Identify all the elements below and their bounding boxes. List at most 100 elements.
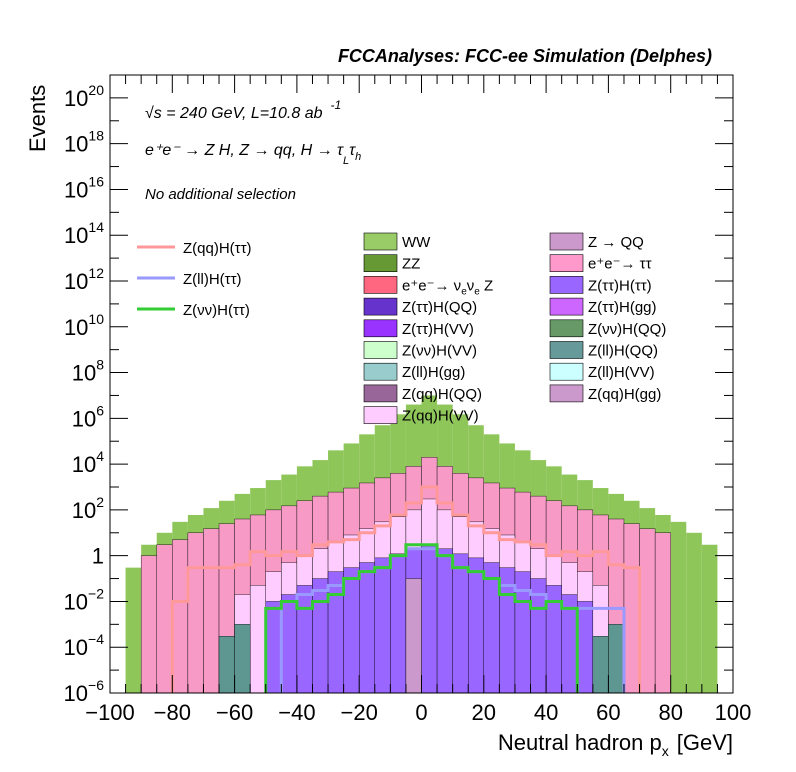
y-tick-exponent: 14	[88, 219, 104, 235]
y-tick-base: 10	[64, 269, 88, 294]
axis-ticks	[109, 75, 734, 694]
stack-bar	[421, 544, 438, 694]
legend-fill-swatch	[549, 362, 584, 381]
legend-fill-swatch	[549, 232, 584, 251]
stack-bar	[405, 578, 422, 694]
y-tick-base: 10	[64, 223, 88, 248]
stack-bar	[327, 571, 344, 694]
process-sub1: L	[343, 155, 349, 167]
legend-fill-swatch	[549, 276, 584, 294]
y-tick-exponent: 6	[96, 402, 104, 418]
legend-stack-label: Z(ll)H(VV)	[588, 364, 655, 381]
y-tick-labels: 10−610−410−21102104106108101010121014101…	[64, 82, 105, 706]
legend-stack-label: Z → QQ	[588, 234, 644, 251]
legend-signal-label: Z(qq)H(ττ)	[183, 240, 252, 257]
legend-signals: Z(qq)H(ττ) Z(ll)H(ττ) Z(νν)H(ττ)	[137, 240, 252, 319]
legend-stack-label: ZZ	[402, 256, 420, 273]
y-tick-exponent: 12	[88, 265, 104, 281]
process-sub2: h	[355, 151, 361, 163]
y-tick-label: 10−6	[64, 677, 105, 706]
process-text: e⁺e⁻ → Z H, Z → qq, H → τ	[145, 142, 344, 159]
signal-lines	[170, 485, 642, 693]
x-axis-label-unit: [GeV]	[677, 730, 733, 755]
y-tick-label: 10−4	[64, 631, 105, 660]
energy-exponent: -1	[331, 98, 342, 112]
legend-signal-label: Z(ll)H(ττ)	[183, 271, 242, 288]
stack-layers	[125, 395, 718, 694]
process-tau: τ	[349, 142, 356, 159]
stack-bar	[140, 555, 157, 694]
stack-bar	[359, 562, 375, 694]
legend-label-part: Z	[480, 277, 493, 294]
stack-bar	[156, 544, 173, 694]
stack-bar	[670, 521, 687, 693]
stack-bar	[623, 523, 640, 694]
legend-fill-swatch	[549, 384, 584, 403]
legend-stack-label: Z(ττ)H(ττ)	[588, 277, 652, 294]
stack-bar	[592, 636, 609, 694]
y-axis-label: Events	[25, 85, 50, 152]
legend-fill-swatch	[363, 319, 398, 338]
x-tick-label: 0	[415, 700, 427, 725]
stack-layer	[405, 578, 422, 694]
y-tick-base: 10	[72, 498, 96, 523]
legend-stack-label: Z(qq)H(QQ)	[402, 386, 482, 403]
stack-bar	[125, 567, 142, 693]
y-tick-exponent: −2	[88, 585, 104, 601]
chart-title: FCCAnalyses: FCC-ee Simulation (Delphes)	[338, 46, 712, 66]
legend-stack-label: Z(ττ)H(gg)	[588, 299, 657, 316]
legend-fill-swatch	[549, 297, 584, 316]
y-tick-label: 108	[72, 357, 104, 386]
y-tick-exponent: 20	[88, 82, 104, 98]
stack-bar	[468, 557, 485, 694]
legend-fill-swatch	[549, 341, 584, 359]
y-tick-base: 10	[64, 635, 88, 660]
y-tick-exponent: 18	[88, 128, 104, 144]
y-tick-base: 10	[64, 132, 88, 157]
y-tick-base: 10	[64, 589, 88, 614]
stack-bar	[654, 532, 671, 694]
y-tick-exponent: −6	[88, 677, 104, 693]
stack-bar	[701, 544, 718, 693]
legend-stack-label: e⁺e⁻→ νeνe Z	[402, 277, 493, 297]
stack-bar	[343, 567, 360, 694]
y-tick-exponent: 16	[88, 173, 104, 189]
stack-bar	[234, 624, 251, 694]
selection-annotation: No additional selection	[145, 186, 296, 203]
x-tick-label: −100	[85, 700, 135, 725]
legend-fill-swatch	[363, 276, 398, 294]
x-axis-label: Neutral hadron px [GeV]	[498, 730, 733, 759]
y-tick-exponent: 10	[88, 311, 104, 327]
y-tick-label: 104	[72, 448, 104, 477]
y-tick-exponent: 8	[96, 357, 104, 373]
y-tick-exponent: 2	[96, 494, 104, 510]
stack-bar	[374, 557, 391, 694]
legend-label-sub: e	[461, 286, 467, 297]
stack-bar	[172, 539, 189, 694]
y-tick-label: 1018	[64, 128, 104, 157]
energy-text: √s = 240 GeV, L=10.8 ab	[145, 105, 323, 122]
legend-fill-swatch	[363, 362, 398, 381]
legend-fill-swatch	[549, 254, 584, 272]
signal-line	[264, 543, 579, 693]
x-tick-label: −60	[216, 700, 253, 725]
y-tick-base: 10	[72, 361, 96, 386]
x-axis-label-sub: x	[662, 743, 669, 759]
y-tick-base: 10	[64, 86, 88, 111]
energy-annotation: √s = 240 GeV, L=10.8 ab -1	[145, 98, 341, 122]
legend-fill-swatch	[363, 341, 398, 359]
legend-fill-swatch	[549, 319, 584, 338]
y-tick-exponent: −4	[88, 631, 104, 647]
x-tick-label: 100	[715, 700, 752, 725]
x-tick-label: 20	[472, 700, 496, 725]
y-tick-label: 10−2	[64, 585, 105, 614]
legend-signal-label: Z(νν)H(ττ)	[183, 302, 250, 319]
y-tick-base: 10	[64, 315, 88, 340]
legend-fill-swatch	[363, 297, 398, 316]
y-tick-label: 102	[72, 494, 104, 523]
stack-bar	[218, 636, 235, 694]
stack-bar	[639, 528, 656, 694]
legend-fill-swatch	[363, 384, 398, 403]
